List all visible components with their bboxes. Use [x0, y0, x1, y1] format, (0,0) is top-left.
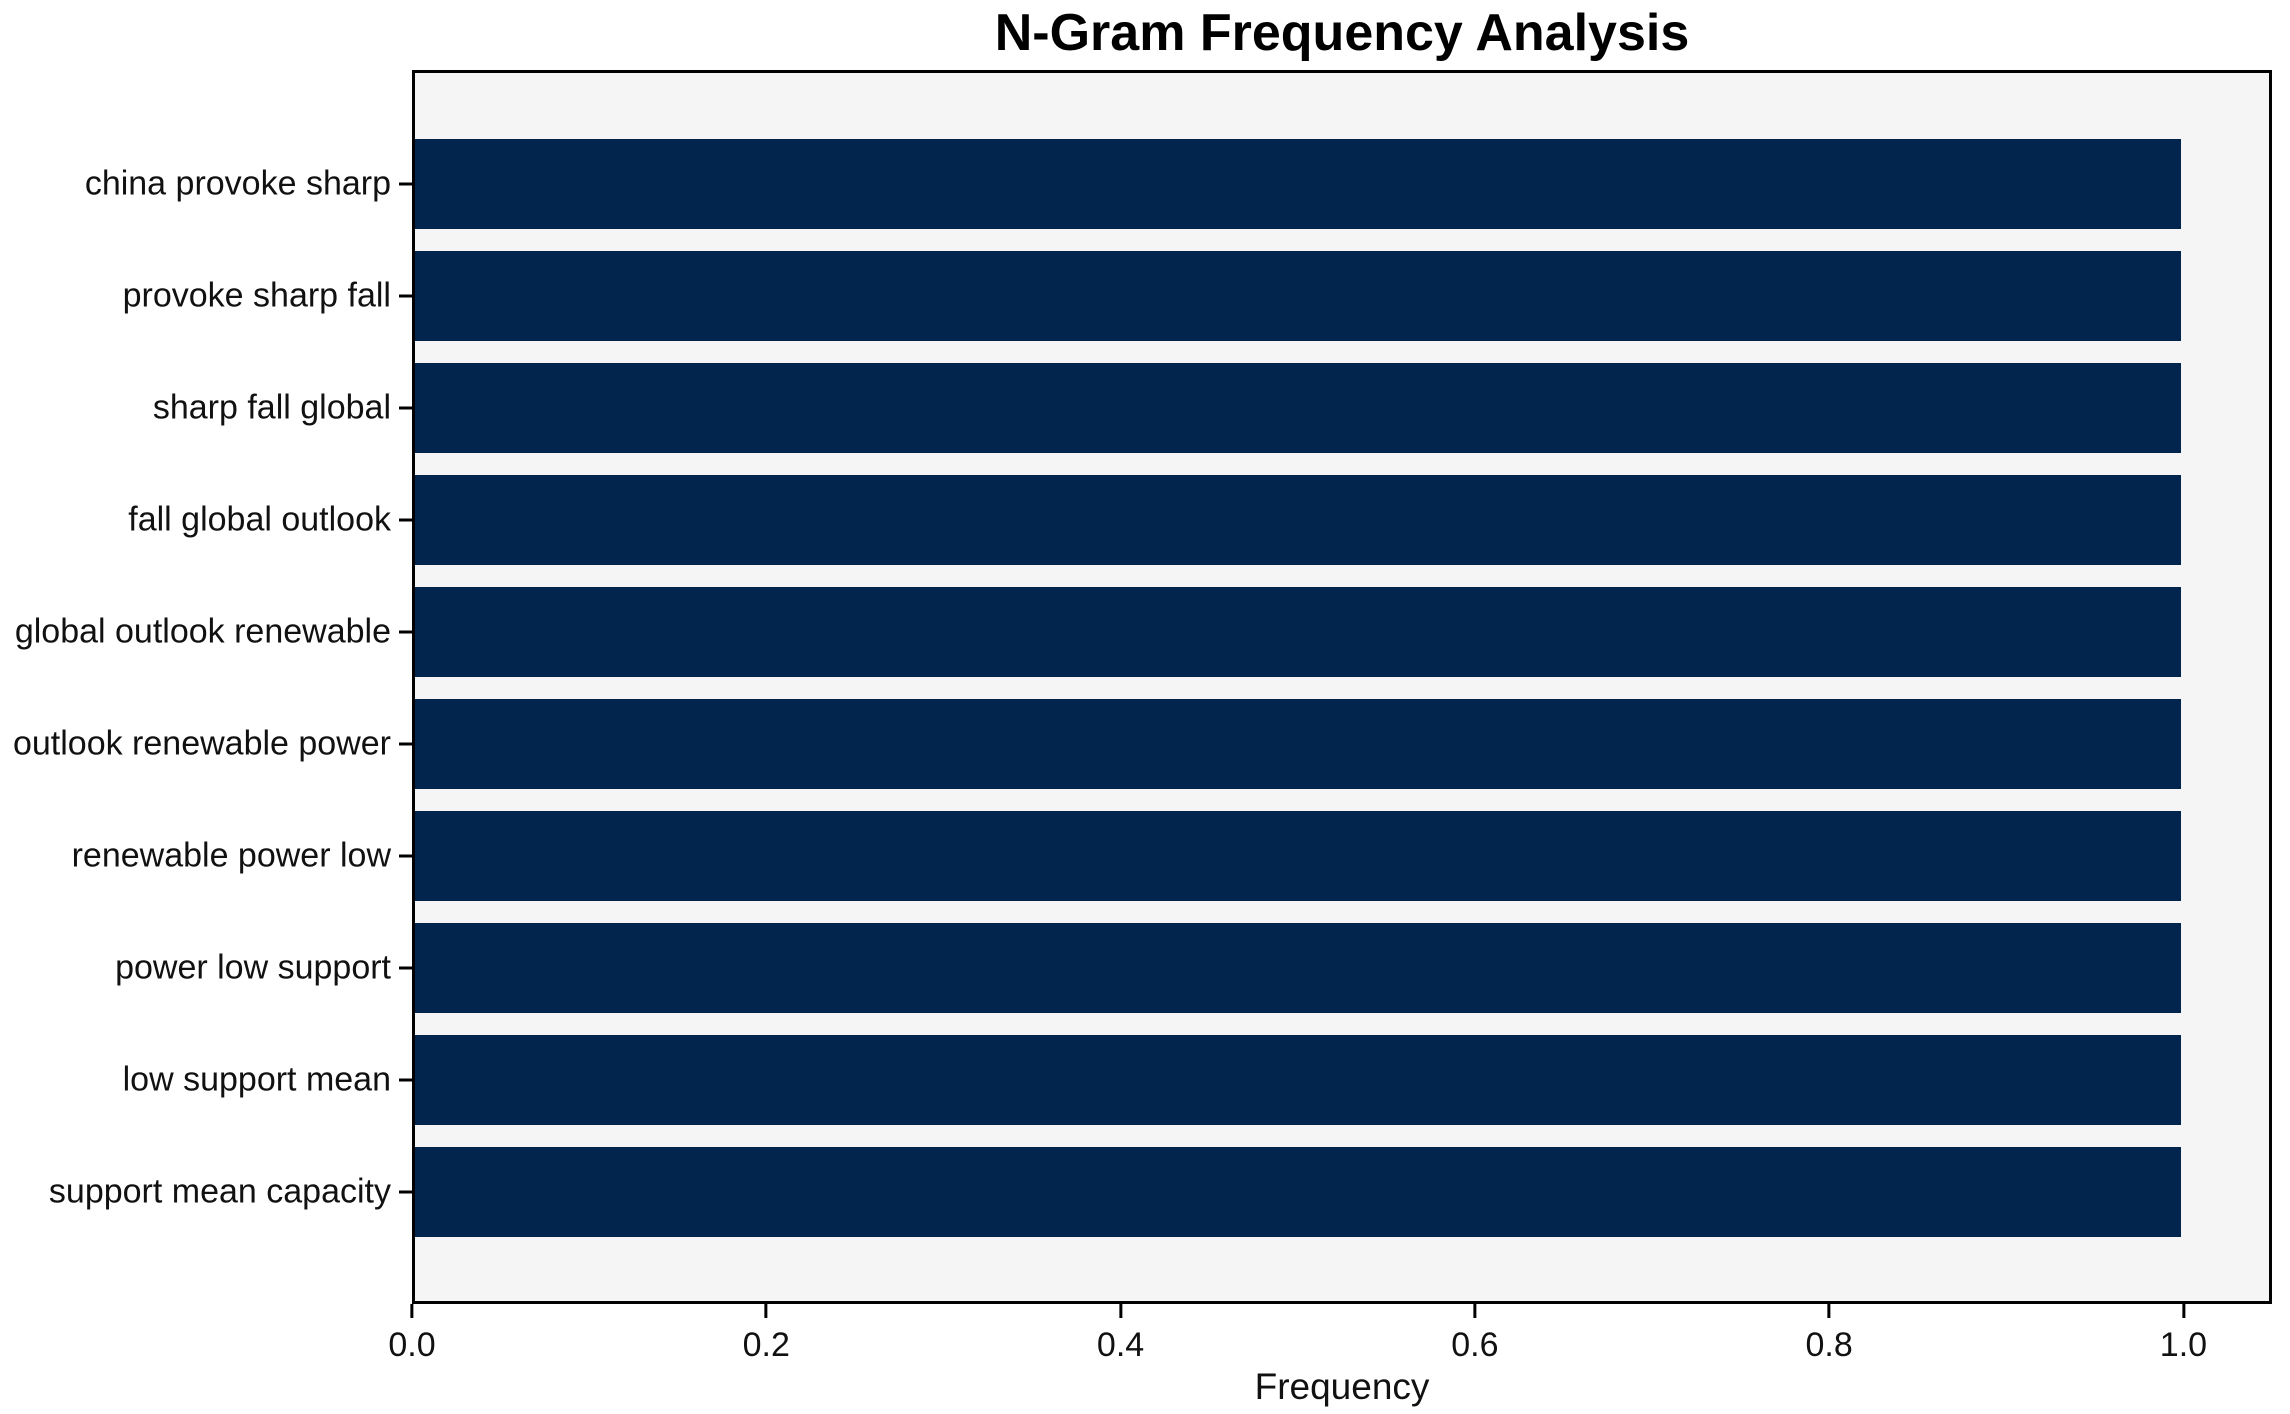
y-tick-mark: [399, 406, 412, 410]
y-tick-mark: [399, 742, 412, 746]
bar: [415, 1147, 2181, 1237]
y-tick-label: sharp fall global: [152, 388, 391, 427]
bar-row: outlook renewable power: [13, 688, 2269, 800]
x-tick: 0.2: [743, 1304, 790, 1365]
x-tick: 0.8: [1805, 1304, 1853, 1365]
bar: [415, 923, 2181, 1013]
y-tick-mark: [399, 966, 412, 970]
x-tick-label: 0.4: [1096, 1326, 1145, 1364]
bar-row: support mean capacity: [49, 1136, 2269, 1248]
bar-row: low support mean: [123, 1024, 2269, 1136]
x-tick-label: 0.2: [742, 1326, 790, 1364]
y-tick-label: power low support: [115, 948, 391, 987]
bar-row: provoke sharp fall: [123, 240, 2269, 352]
y-tick-mark: [399, 518, 412, 522]
x-tick-mark: [1119, 1304, 1123, 1318]
bar-row: renewable power low: [72, 800, 2269, 912]
bar-row: china provoke sharp: [85, 128, 2269, 240]
y-tick-label: outlook renewable power: [12, 724, 391, 763]
x-axis-label: Frequency: [1254, 1366, 1430, 1407]
y-tick-mark: [399, 1078, 412, 1082]
x-tick: 0.0: [388, 1304, 436, 1365]
bar-row: fall global outlook: [128, 464, 2269, 576]
x-tick: 0.6: [1451, 1304, 1498, 1365]
bar-row: global outlook renewable: [15, 576, 2269, 688]
bar: [415, 1035, 2181, 1125]
y-tick-label: fall global outlook: [128, 500, 391, 539]
bar: [415, 475, 2181, 565]
bar: [415, 587, 2181, 677]
x-tick-label: 0.0: [388, 1326, 436, 1364]
bars-area: china provoke sharp provoke sharp fall s…: [13, 73, 2269, 1301]
plot-area: china provoke sharp provoke sharp fall s…: [13, 70, 2272, 1304]
y-tick-label: china provoke sharp: [84, 164, 391, 203]
y-tick-label: global outlook renewable: [14, 612, 391, 651]
y-tick-label: support mean capacity: [48, 1172, 391, 1211]
y-tick-label: low support mean: [122, 1060, 391, 1099]
y-tick-mark: [399, 294, 412, 298]
bar: [415, 363, 2181, 453]
x-tick-label: 0.6: [1451, 1326, 1499, 1364]
x-tick-mark: [1473, 1304, 1477, 1318]
x-tick-mark: [1827, 1304, 1831, 1318]
x-tick-mark: [410, 1304, 414, 1318]
x-axis: 0.0 0.2 0.4 0.6 0.8 1.0: [388, 1304, 2272, 1368]
y-tick-mark: [399, 630, 412, 634]
bar-row: power low support: [115, 912, 2269, 1024]
x-tick-label: 1.0: [2159, 1326, 2208, 1364]
y-tick-label: provoke sharp fall: [122, 276, 391, 315]
y-tick-mark: [399, 854, 412, 858]
bar-row: sharp fall global: [153, 352, 2269, 464]
bar: [415, 699, 2181, 789]
x-tick: 1.0: [2160, 1304, 2207, 1365]
bar: [415, 251, 2181, 341]
x-tick: 0.4: [1097, 1304, 1144, 1365]
y-tick-mark: [399, 1190, 412, 1194]
y-tick-label: renewable power low: [71, 836, 391, 875]
x-tick-mark: [2181, 1304, 2185, 1318]
chart-title: N-Gram Frequency Analysis: [994, 4, 1690, 62]
y-tick-mark: [399, 182, 412, 186]
x-tick-mark: [764, 1304, 768, 1318]
bar: [415, 811, 2181, 901]
x-tick-label: 0.8: [1805, 1326, 1853, 1364]
bar: [415, 139, 2181, 229]
